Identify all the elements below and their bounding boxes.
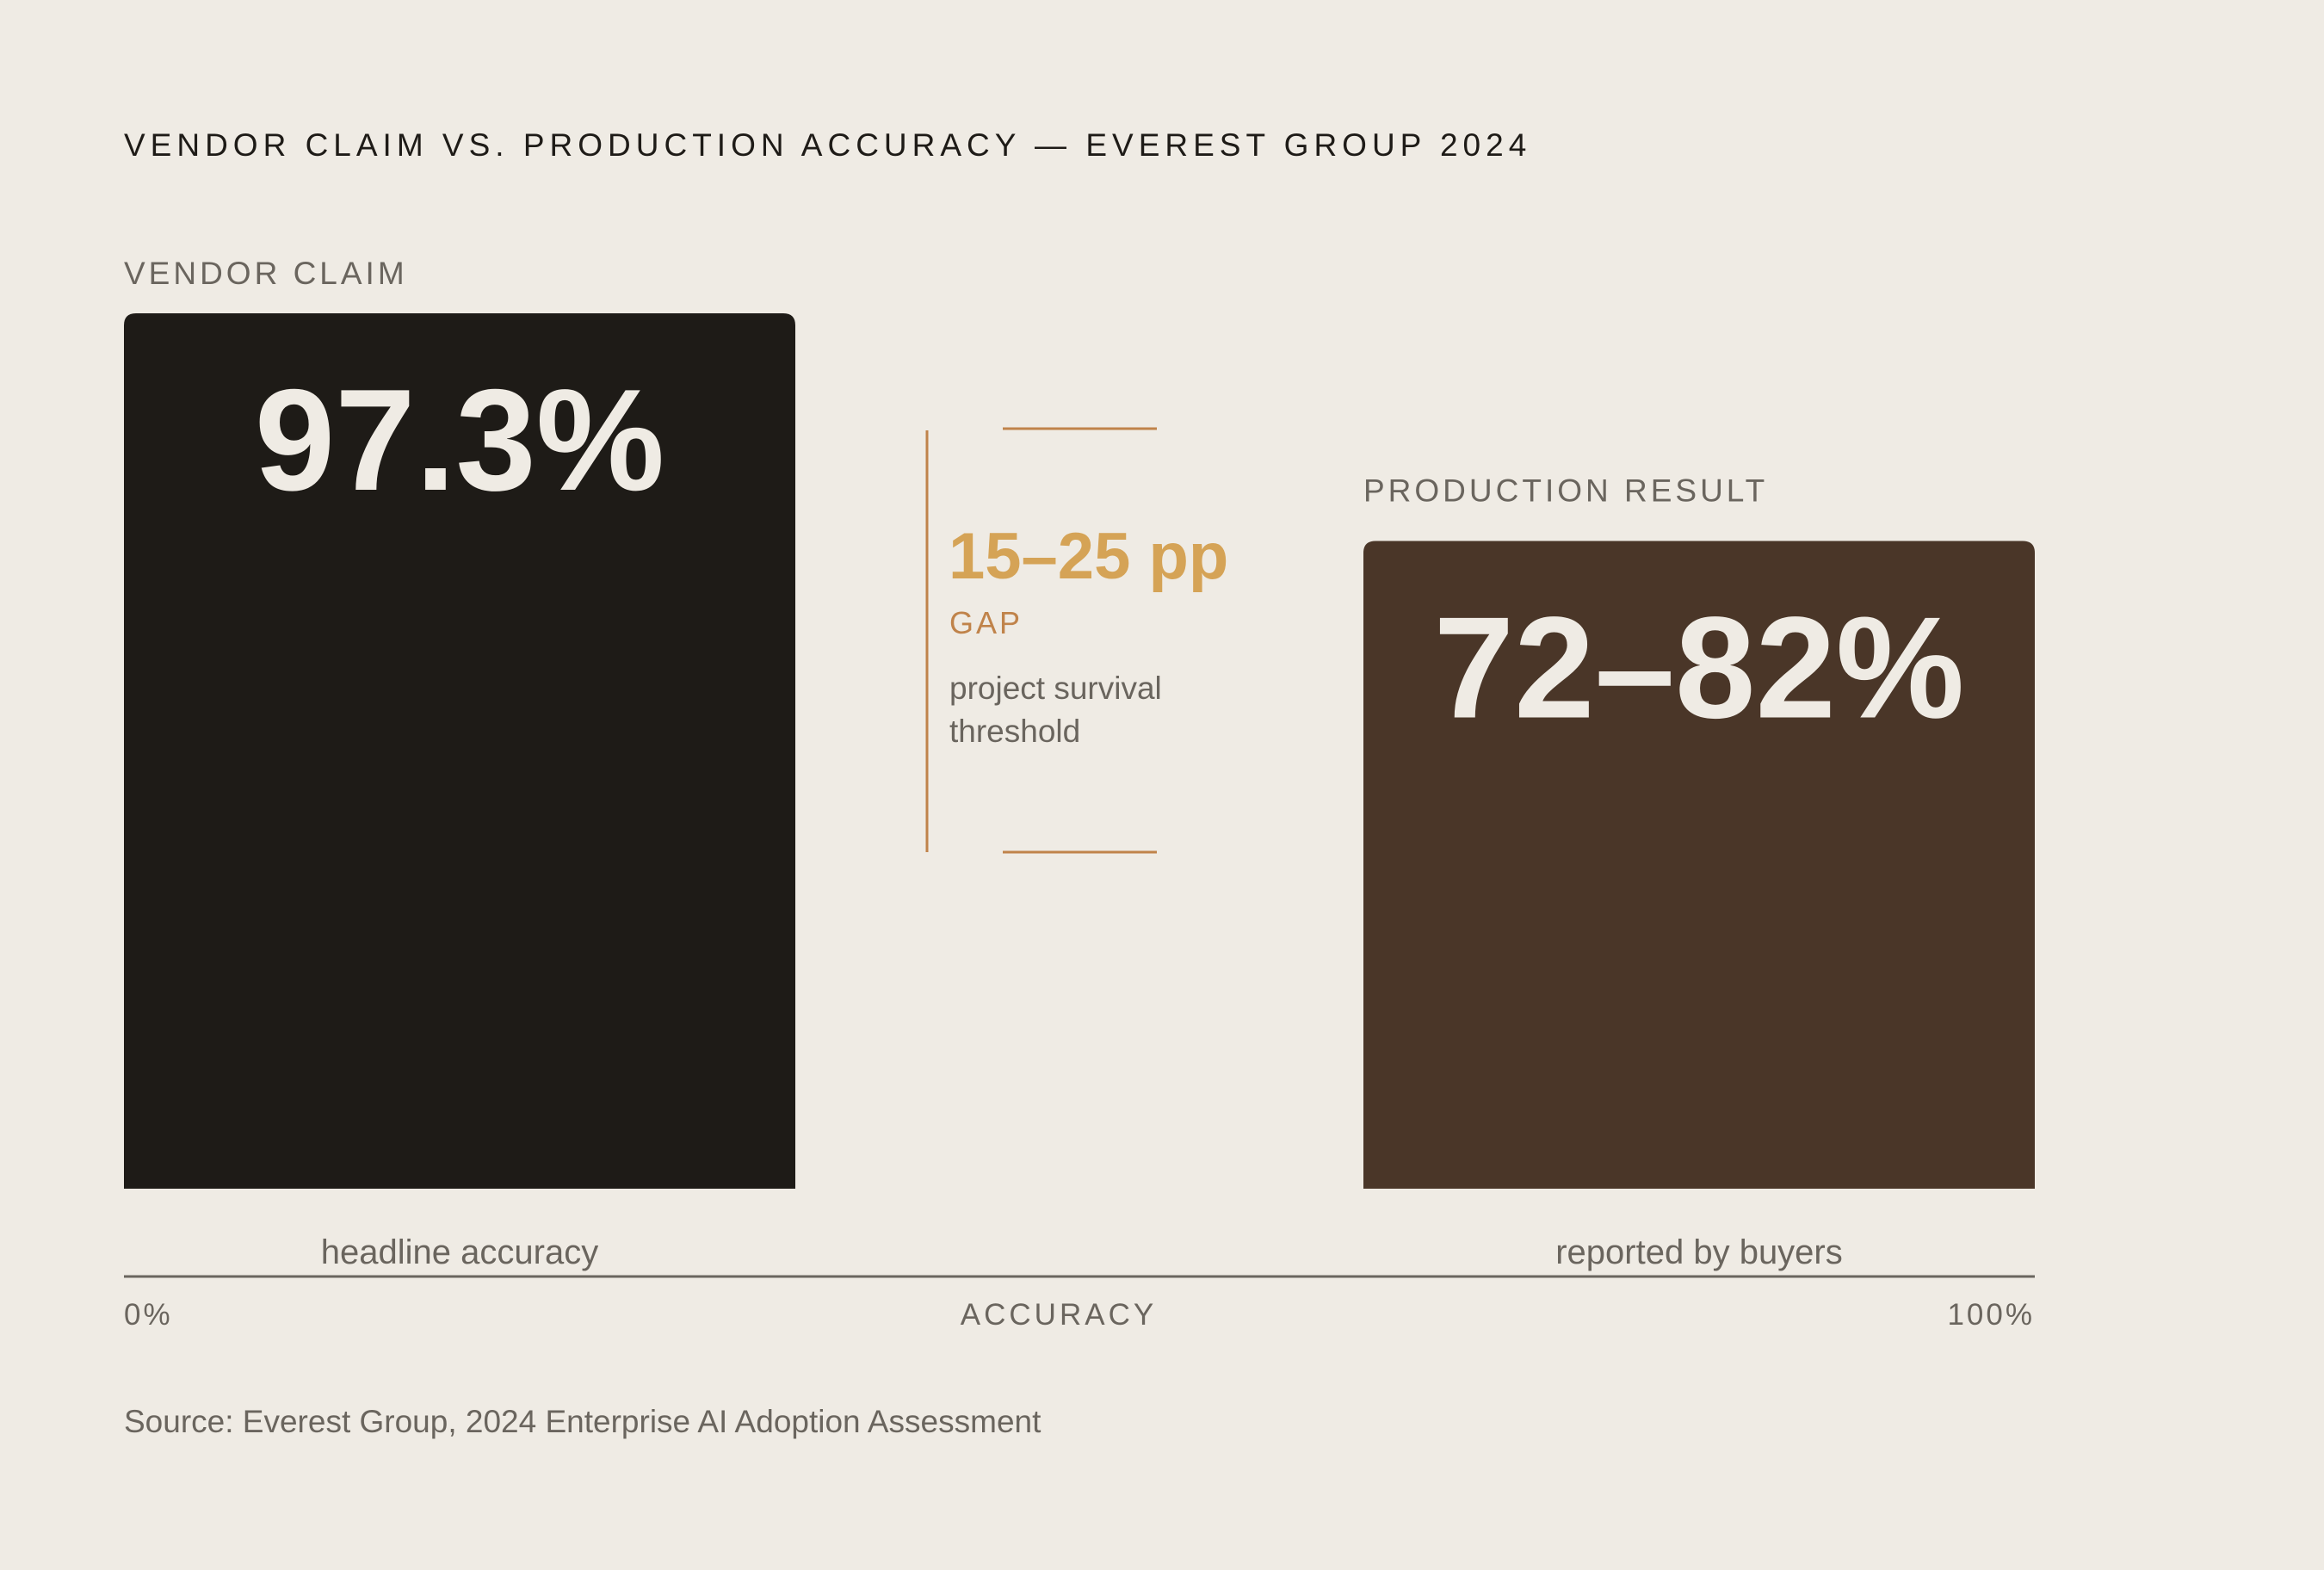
production-result-label: PRODUCTION RESULT	[1363, 473, 1768, 508]
production-result-value: 72–82%	[1434, 586, 1965, 748]
axis-tick-max: 100%	[1947, 1298, 2035, 1332]
vendor-claim-bar	[124, 313, 795, 1189]
source-note: Source: Everest Group, 2024 Enterprise A…	[124, 1404, 1041, 1439]
gap-label: GAP	[949, 605, 1023, 640]
gap-annotation: 15–25 pp GAP project survival threshold	[925, 427, 1228, 854]
axis-tick-min: 0%	[124, 1298, 173, 1332]
vendor-claim-label: VENDOR CLAIM	[124, 256, 408, 291]
category-label-vendor: headline accuracy	[321, 1233, 598, 1271]
gap-value: 15–25 pp	[949, 520, 1228, 593]
gap-note-line-1: project survival	[949, 671, 1162, 706]
vendor-claim-value: 97.3%	[255, 359, 664, 521]
production-result-bar	[1363, 541, 2035, 1189]
gap-note-line-2: threshold	[949, 714, 1080, 749]
axis-title: ACCURACY	[961, 1298, 1157, 1332]
chart-title: VENDOR CLAIM VS. PRODUCTION ACCURACY — E…	[124, 127, 1531, 163]
category-label-production: reported by buyers	[1555, 1233, 1843, 1271]
